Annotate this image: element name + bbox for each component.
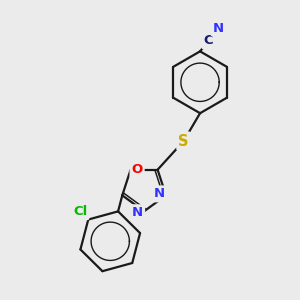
Text: O: O (131, 163, 143, 176)
Text: C: C (203, 34, 213, 47)
Text: N: N (132, 206, 143, 219)
Text: N: N (154, 188, 165, 200)
Text: N: N (213, 22, 224, 35)
Text: Cl: Cl (73, 205, 87, 218)
Text: S: S (178, 134, 189, 148)
